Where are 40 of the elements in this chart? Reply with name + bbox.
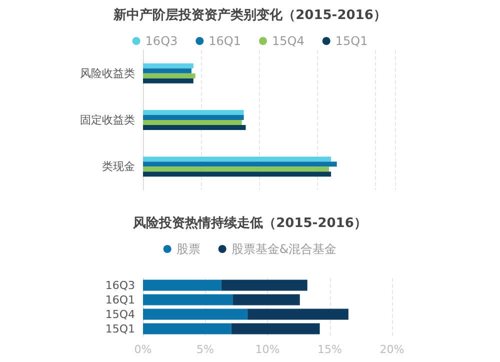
bar	[143, 68, 192, 74]
legend-label: 股票基金&混合基金	[231, 242, 337, 256]
bar	[143, 323, 232, 334]
bar	[221, 280, 308, 291]
bar	[143, 156, 332, 162]
legend-label: 15Q4	[272, 34, 304, 48]
bar	[143, 73, 196, 78]
bar	[143, 63, 194, 68]
legend-label: 16Q1	[208, 34, 242, 48]
y-tick-label: 15Q1	[105, 322, 135, 336]
bar	[231, 323, 320, 334]
chart-title: 风险投资热情持续走低（2015-2016）	[132, 216, 367, 231]
bar	[143, 280, 222, 291]
bar	[143, 308, 248, 320]
bar	[143, 162, 337, 167]
bar	[143, 120, 242, 125]
y-tick-label: 16Q1	[105, 293, 135, 306]
y-tick-label: 固定收益类	[80, 114, 135, 126]
bar	[143, 115, 244, 120]
legend-label: 股票	[176, 242, 200, 256]
y-tick-label: 类现金	[102, 160, 135, 174]
x-tick-label: 15%	[318, 343, 342, 356]
bar	[143, 294, 233, 306]
bar	[232, 294, 300, 306]
x-tick-label: 5%	[196, 343, 214, 356]
bar	[143, 78, 194, 84]
bar	[143, 166, 330, 172]
bar	[143, 172, 332, 177]
chart-title: 新中产阶层投资资产类别变化（2015-2016）	[112, 7, 386, 23]
y-tick-label: 风险收益类	[80, 66, 135, 80]
x-tick-label: 10%	[255, 343, 280, 356]
legend-label: 16Q3	[145, 34, 178, 48]
x-tick-label: 20%	[380, 343, 404, 356]
bar	[248, 308, 348, 320]
bar	[143, 110, 244, 115]
legend-label: 15Q1	[335, 34, 368, 48]
y-tick-label: 16Q3	[105, 278, 135, 292]
y-tick-label: 15Q4	[105, 308, 135, 321]
x-tick-label: 0%	[134, 343, 152, 356]
bar	[143, 125, 246, 130]
